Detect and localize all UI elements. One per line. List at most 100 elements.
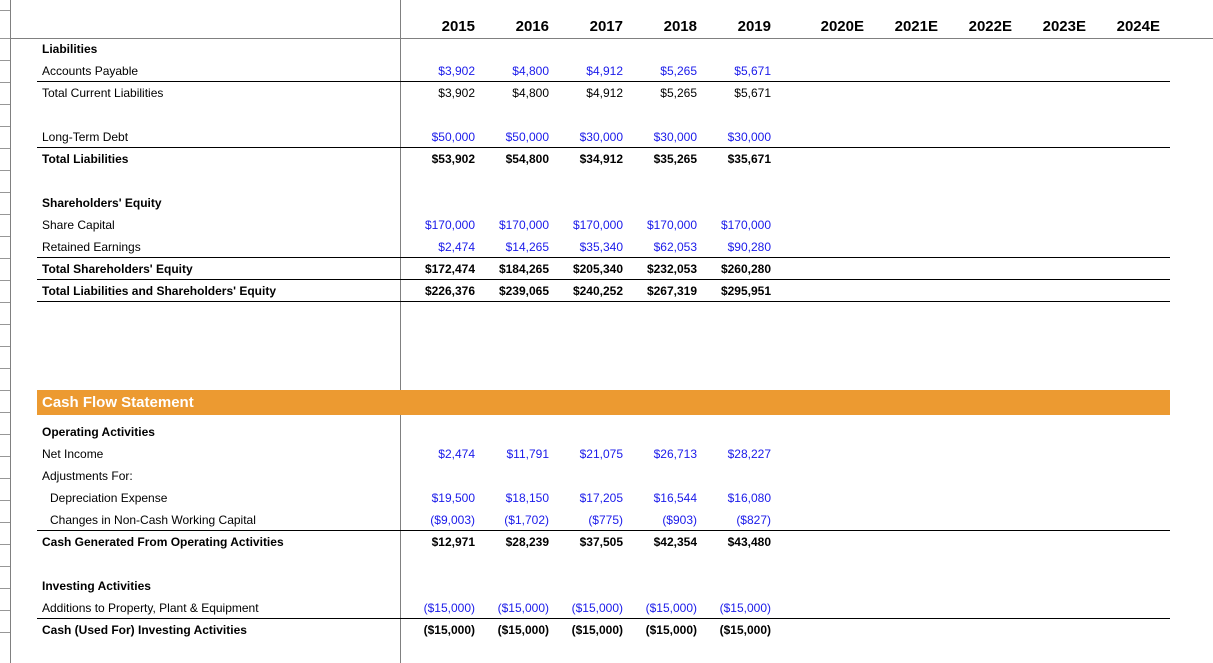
value-cell[interactable]: ($15,000) xyxy=(719,623,771,637)
value-cell[interactable]: $62,053 xyxy=(653,240,697,254)
value-cell[interactable]: ($15,000) xyxy=(645,601,697,615)
value-cell[interactable]: $4,912 xyxy=(586,86,623,100)
value-cell[interactable]: $226,376 xyxy=(424,284,475,298)
value-cell[interactable]: $11,791 xyxy=(506,447,550,461)
value-cell[interactable]: ($9,003) xyxy=(430,513,475,527)
value-cell[interactable]: $172,474 xyxy=(424,262,475,276)
year-column-header[interactable]: 2020E xyxy=(820,18,864,35)
value-cell[interactable]: $17,205 xyxy=(579,491,623,505)
value-cell[interactable]: $240,252 xyxy=(572,284,623,298)
value-cell[interactable]: $4,912 xyxy=(586,64,623,78)
row-label-cell[interactable]: Total Liabilities xyxy=(42,152,129,166)
year-column-header[interactable]: 2018 xyxy=(663,18,697,35)
value-cell[interactable]: $232,053 xyxy=(646,262,697,276)
value-cell[interactable]: $50,000 xyxy=(505,130,549,144)
row-label-cell[interactable]: Retained Earnings xyxy=(42,240,141,254)
value-cell[interactable]: $34,912 xyxy=(579,152,623,166)
row-label-cell[interactable]: Long-Term Debt xyxy=(42,130,129,144)
value-cell[interactable]: $26,713 xyxy=(653,447,697,461)
year-column-header[interactable]: 2015 xyxy=(441,18,475,35)
value-cell[interactable]: ($15,000) xyxy=(719,601,771,615)
year-column-header[interactable]: 2016 xyxy=(515,18,549,35)
value-cell[interactable]: $239,065 xyxy=(498,284,549,298)
value-cell[interactable]: $5,265 xyxy=(660,64,697,78)
row-label-cell[interactable]: Share Capital xyxy=(42,218,115,232)
value-cell[interactable]: $28,239 xyxy=(505,535,549,549)
value-cell[interactable]: $2,474 xyxy=(438,447,475,461)
value-cell[interactable]: $260,280 xyxy=(720,262,771,276)
value-cell[interactable]: $170,000 xyxy=(424,218,475,232)
value-cell[interactable]: $184,265 xyxy=(498,262,549,276)
value-cell[interactable]: $21,075 xyxy=(579,447,623,461)
row-label-cell[interactable]: Additions to Property, Plant & Equipment xyxy=(42,601,259,615)
value-cell[interactable]: $35,340 xyxy=(579,240,623,254)
value-cell[interactable]: $30,000 xyxy=(579,130,623,144)
value-cell[interactable]: $170,000 xyxy=(572,218,623,232)
row-label-cell[interactable]: Accounts Payable xyxy=(42,64,139,78)
cash-flow-statement-title-bar[interactable]: Cash Flow Statement xyxy=(37,390,1170,415)
value-cell[interactable]: $5,265 xyxy=(660,86,697,100)
value-cell[interactable]: $53,902 xyxy=(431,152,475,166)
row-label-cell[interactable]: Total Current Liabilities xyxy=(42,86,164,100)
row-label-cell[interactable]: Total Shareholders' Equity xyxy=(42,262,193,276)
value-cell[interactable]: $16,080 xyxy=(727,491,771,505)
value-cell[interactable]: $16,544 xyxy=(653,491,697,505)
value-cell[interactable]: ($775) xyxy=(588,513,623,527)
value-cell[interactable]: ($15,000) xyxy=(497,601,549,615)
value-cell[interactable]: ($15,000) xyxy=(423,623,475,637)
value-cell[interactable]: ($15,000) xyxy=(423,601,475,615)
value-cell[interactable]: ($15,000) xyxy=(571,623,623,637)
row-label-cell[interactable]: Cash (Used For) Investing Activities xyxy=(42,623,247,637)
value-cell[interactable]: ($903) xyxy=(662,513,697,527)
value-cell[interactable]: $170,000 xyxy=(646,218,697,232)
value-cell[interactable]: $5,671 xyxy=(734,64,771,78)
year-column-header[interactable]: 2023E xyxy=(1042,18,1086,35)
value-cell[interactable]: $54,800 xyxy=(505,152,549,166)
value-cell[interactable]: ($15,000) xyxy=(571,601,623,615)
value-cell[interactable]: $18,150 xyxy=(505,491,549,505)
value-cell[interactable]: $30,000 xyxy=(653,130,697,144)
year-column-header[interactable]: 2022E xyxy=(968,18,1012,35)
value-cell[interactable]: $267,319 xyxy=(646,284,697,298)
value-cell[interactable]: $50,000 xyxy=(431,130,475,144)
value-cell[interactable]: $14,265 xyxy=(505,240,549,254)
row-label-cell[interactable]: Cash Generated From Operating Activities xyxy=(42,535,284,549)
row-label-cell[interactable]: Changes in Non-Cash Working Capital xyxy=(50,513,256,527)
section-header-cell[interactable]: Operating Activities xyxy=(42,425,155,439)
value-cell[interactable]: $2,474 xyxy=(438,240,475,254)
value-cell[interactable]: ($1,702) xyxy=(504,513,549,527)
section-header-cell[interactable]: Investing Activities xyxy=(42,579,151,593)
value-cell[interactable]: $35,265 xyxy=(653,152,697,166)
section-header-cell[interactable]: Shareholders' Equity xyxy=(42,196,162,210)
row-label-cell[interactable]: Adjustments For: xyxy=(42,469,133,483)
year-column-header[interactable]: 2017 xyxy=(589,18,623,35)
value-cell[interactable]: $4,800 xyxy=(512,86,549,100)
value-cell[interactable]: ($15,000) xyxy=(645,623,697,637)
year-column-header[interactable]: 2021E xyxy=(894,18,938,35)
value-cell[interactable]: $19,500 xyxy=(431,491,475,505)
value-cell[interactable]: $30,000 xyxy=(727,130,771,144)
value-cell[interactable]: $5,671 xyxy=(734,86,771,100)
value-cell[interactable]: $4,800 xyxy=(512,64,549,78)
value-cell[interactable]: $205,340 xyxy=(572,262,623,276)
value-cell[interactable]: $3,902 xyxy=(438,64,475,78)
value-cell[interactable]: $170,000 xyxy=(498,218,549,232)
row-label-cell[interactable]: Net Income xyxy=(42,447,104,461)
value-cell[interactable]: ($827) xyxy=(736,513,771,527)
value-cell[interactable]: $43,480 xyxy=(727,535,771,549)
value-cell[interactable]: ($15,000) xyxy=(497,623,549,637)
section-header-cell[interactable]: Liabilities xyxy=(42,42,98,56)
year-column-header[interactable]: 2019 xyxy=(737,18,771,35)
value-cell[interactable]: $295,951 xyxy=(720,284,771,298)
row-label-cell[interactable]: Total Liabilities and Shareholders' Equi… xyxy=(42,284,277,298)
value-cell[interactable]: $42,354 xyxy=(653,535,697,549)
value-cell[interactable]: $90,280 xyxy=(727,240,771,254)
row-label-cell[interactable]: Depreciation Expense xyxy=(50,491,168,505)
value-cell[interactable]: $12,971 xyxy=(431,535,475,549)
value-cell[interactable]: $3,902 xyxy=(438,86,475,100)
year-column-header[interactable]: 2024E xyxy=(1116,18,1160,35)
value-cell[interactable]: $28,227 xyxy=(727,447,771,461)
value-cell[interactable]: $170,000 xyxy=(720,218,771,232)
value-cell[interactable]: $35,671 xyxy=(727,152,771,166)
value-cell[interactable]: $37,505 xyxy=(579,535,623,549)
